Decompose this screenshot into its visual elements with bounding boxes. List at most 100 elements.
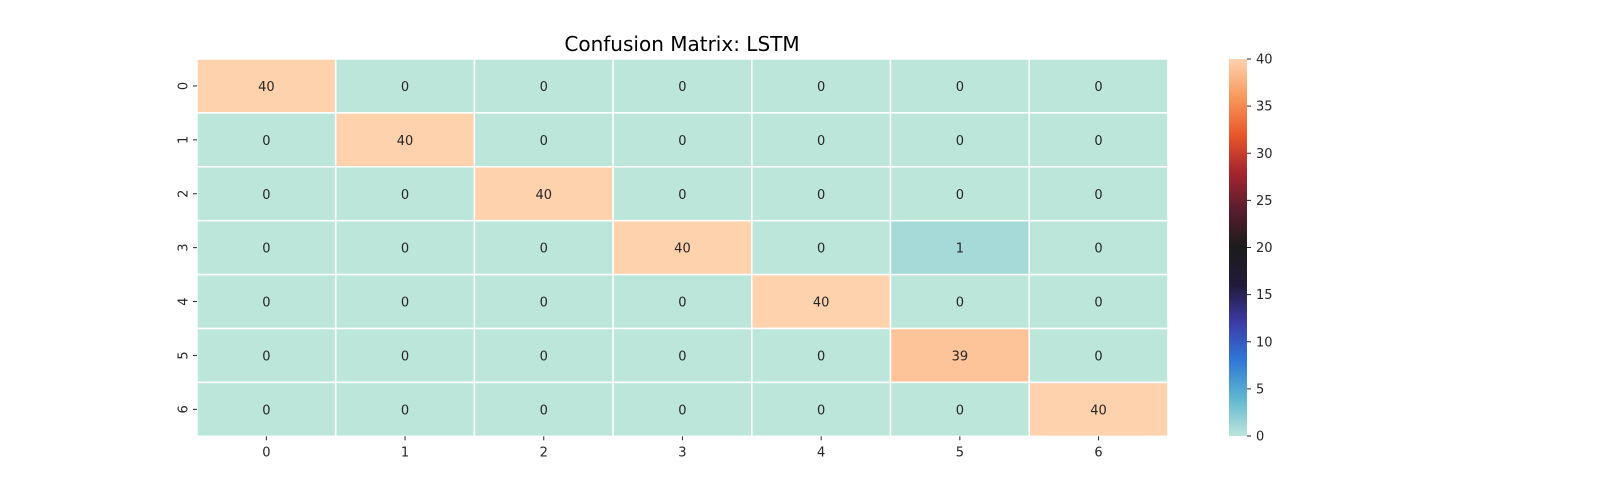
cell-label-4-5: 0 xyxy=(956,296,964,311)
cell-label-1-2: 0 xyxy=(540,134,548,149)
cell-label-1-6: 0 xyxy=(1094,134,1102,149)
heatmap-cell-3-5 xyxy=(889,219,1030,276)
x-tick-label: 3 xyxy=(678,445,686,460)
heatmap-cell-2-3 xyxy=(612,166,753,222)
heatmap-cell-5-6 xyxy=(1028,327,1169,384)
cell-label-1-5: 0 xyxy=(956,134,964,149)
colorbar-tick-label: 0 xyxy=(1256,430,1264,445)
heatmap-cell-0-1 xyxy=(334,58,476,114)
colorbar-tick-label: 20 xyxy=(1256,241,1273,256)
x-tick-label: 0 xyxy=(262,445,270,460)
cell-label-0-1: 0 xyxy=(401,80,409,95)
heatmap-cell-5-1 xyxy=(334,327,476,384)
x-tick-label: 2 xyxy=(540,445,548,460)
cell-label-2-0: 0 xyxy=(262,188,270,203)
heatmap-cell-2-4 xyxy=(751,166,892,222)
cell-label-3-3: 40 xyxy=(674,242,691,257)
y-tick-label: 1 xyxy=(177,136,192,144)
heatmap-cell-6-4 xyxy=(751,381,892,438)
y-tick-label: 0 xyxy=(177,82,192,90)
cell-label-6-5: 0 xyxy=(956,403,964,418)
heatmap-cell-0-0 xyxy=(196,58,337,114)
cell-label-6-4: 0 xyxy=(817,403,825,418)
cell-label-6-0: 0 xyxy=(262,403,270,418)
cell-label-0-3: 0 xyxy=(678,80,686,95)
cell-label-1-1: 40 xyxy=(397,134,414,149)
cell-label-5-5: 39 xyxy=(952,349,969,364)
cell-label-5-0: 0 xyxy=(262,349,270,364)
cell-label-5-3: 0 xyxy=(678,349,686,364)
colorbar-gradient xyxy=(1229,59,1247,436)
cell-label-4-0: 0 xyxy=(262,296,270,311)
x-tick-label: 5 xyxy=(956,445,964,460)
heatmap-cell-1-6 xyxy=(1028,112,1169,168)
cell-label-6-1: 0 xyxy=(401,403,409,418)
cell-label-4-6: 0 xyxy=(1094,296,1102,311)
heatmap-cell-3-6 xyxy=(1028,219,1169,276)
colorbar-tick-label: 10 xyxy=(1256,335,1273,350)
heatmap-cell-3-1 xyxy=(334,219,476,276)
x-tick-label: 4 xyxy=(817,445,825,460)
heatmap-cell-5-4 xyxy=(751,327,892,384)
heatmap-cell-3-0 xyxy=(196,219,337,276)
cell-label-6-2: 0 xyxy=(540,403,548,418)
cell-label-3-0: 0 xyxy=(262,242,270,257)
cell-label-4-3: 0 xyxy=(678,296,686,311)
colorbar-tick-label: 5 xyxy=(1256,382,1264,397)
cell-label-1-3: 0 xyxy=(678,134,686,149)
heatmap-cell-1-4 xyxy=(751,112,892,168)
heatmap-cell-3-3 xyxy=(612,219,753,276)
cell-label-2-1: 0 xyxy=(401,188,409,203)
heatmap-cell-6-6 xyxy=(1028,381,1169,438)
cell-label-2-3: 0 xyxy=(678,188,686,203)
heatmap-cell-4-0 xyxy=(196,273,337,330)
cell-label-2-2: 40 xyxy=(535,188,552,203)
cell-label-3-5: 1 xyxy=(956,242,964,257)
x-tick-label: 6 xyxy=(1094,445,1102,460)
cell-label-2-6: 0 xyxy=(1094,188,1102,203)
cell-label-5-2: 0 xyxy=(540,349,548,364)
y-tick-label: 6 xyxy=(177,405,192,413)
heatmap-cell-5-0 xyxy=(196,327,337,384)
heatmap-cell-6-5 xyxy=(889,381,1030,438)
y-axis-ticks: 0 1 2 3 4 5 6 xyxy=(177,82,197,413)
cell-label-0-6: 0 xyxy=(1094,80,1102,95)
heatmap-grid: 40 0 0 0 0 0 0 0 40 0 0 0 0 0 0 0 40 0 0 0 0 0 0 0 40 0 1 0 0 0 0 0 40 0 0… xyxy=(196,58,1169,438)
cell-label-5-4: 0 xyxy=(817,349,825,364)
heatmap-cell-2-6 xyxy=(1028,166,1169,222)
heatmap-cell-0-5 xyxy=(889,58,1030,114)
cell-label-5-6: 0 xyxy=(1094,349,1102,364)
cell-label-4-2: 0 xyxy=(540,296,548,311)
cell-label-0-2: 0 xyxy=(540,80,548,95)
cell-label-3-2: 0 xyxy=(540,242,548,257)
colorbar-tick-label: 40 xyxy=(1256,53,1273,68)
x-tick-label: 1 xyxy=(401,445,409,460)
colorbar: 0 5 10 15 20 25 30 35 40 xyxy=(1229,53,1273,445)
cell-label-2-4: 0 xyxy=(817,188,825,203)
cell-label-0-5: 0 xyxy=(956,80,964,95)
heatmap-cell-6-0 xyxy=(196,381,337,438)
colorbar-tick-label: 30 xyxy=(1256,147,1273,162)
cell-label-5-1: 0 xyxy=(401,349,409,364)
heatmap-cell-0-2 xyxy=(473,58,614,114)
y-tick-label: 3 xyxy=(177,244,192,252)
y-tick-label: 2 xyxy=(177,190,192,198)
cell-label-4-4: 40 xyxy=(813,296,830,311)
chart-title: Confusion Matrix: LSTM xyxy=(564,32,799,56)
heatmap-cell-6-3 xyxy=(612,381,753,438)
colorbar-tick-label: 15 xyxy=(1256,288,1273,303)
cell-label-3-6: 0 xyxy=(1094,242,1102,257)
x-axis-ticks: 0 1 2 3 4 5 6 xyxy=(262,436,1103,460)
heatmap-cell-2-1 xyxy=(334,166,476,222)
cell-label-1-4: 0 xyxy=(817,134,825,149)
cell-label-6-6: 40 xyxy=(1090,403,1107,418)
y-tick-label: 4 xyxy=(177,297,192,305)
heatmap-cell-6-2 xyxy=(473,381,614,438)
heatmap-cell-2-2 xyxy=(473,166,614,222)
heatmap-cell-4-2 xyxy=(473,273,614,330)
heatmap-cell-1-2 xyxy=(473,112,614,168)
cell-label-6-3: 0 xyxy=(678,403,686,418)
y-tick-label: 5 xyxy=(177,351,192,359)
cell-label-3-1: 0 xyxy=(401,242,409,257)
